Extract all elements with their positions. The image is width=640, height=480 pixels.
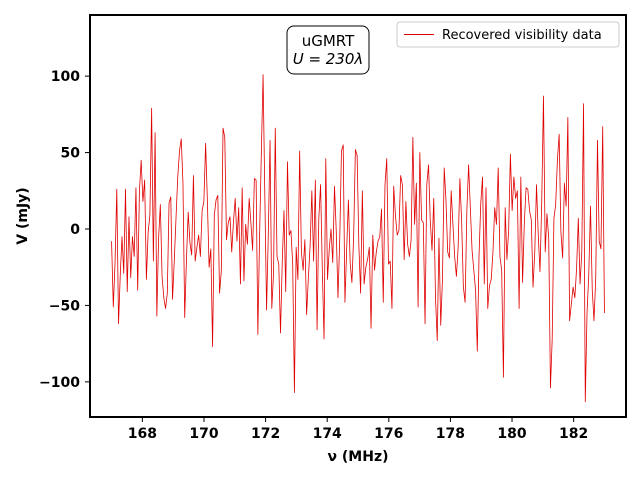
x-tick-label: 180: [497, 426, 526, 442]
plot-frame: [89, 14, 627, 418]
series-line-0: [111, 74, 605, 403]
y-tick-label: −50: [49, 298, 80, 314]
x-tick-label: 170: [189, 426, 218, 442]
x-tick-label: 168: [128, 426, 157, 442]
chart-marks: [111, 74, 605, 403]
y-tick-label: 0: [70, 222, 80, 238]
y-axis-label: V (mJy): [15, 187, 31, 244]
annotation-line-1: uGMRT: [302, 32, 355, 50]
x-axis-label: ν (MHz): [327, 449, 388, 465]
legend-label: Recovered visibility data: [442, 28, 602, 43]
annotation-line-2: U = 230λ: [293, 50, 364, 68]
x-tick-label: 172: [251, 426, 280, 442]
x-tick-label: 178: [436, 426, 465, 442]
y-tick-label: 50: [61, 146, 81, 162]
y-axis-ticks: −100 −50 0 50 100: [39, 69, 90, 391]
y-tick-label: −100: [39, 375, 80, 391]
y-tick-label: 100: [51, 69, 80, 85]
x-tick-label: 176: [374, 426, 403, 442]
legend-frame: [396, 21, 620, 48]
x-tick-label: 174: [313, 426, 342, 442]
x-tick-label: 182: [559, 426, 588, 442]
annotation-box: uGMRT U = 230λ: [286, 25, 370, 75]
x-axis-ticks: 168 170 172 174 176 178 180 182: [128, 417, 588, 442]
annotation-frame: [286, 25, 370, 75]
legend: Recovered visibility data: [396, 21, 620, 48]
